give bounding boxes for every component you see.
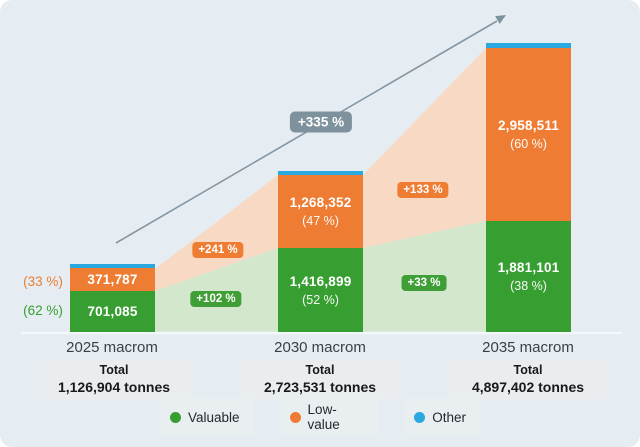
growth-badge-total: +335 % <box>289 111 353 133</box>
growth-arrow-head-icon <box>495 15 506 24</box>
bar-2030-low-value-segment: 1,268,352 (47 %) <box>278 175 363 248</box>
legend-item-low-value: Low-value <box>279 398 379 436</box>
legend-label-other: Other <box>432 409 466 425</box>
axis-label-low-value-percent: (33 %) <box>23 274 63 289</box>
category-label-2025: 2025 macrom <box>66 339 158 356</box>
bar-2025-low-value-segment: 371,787 <box>70 268 155 291</box>
bar-2030-valuable-label: 1,416,899 <box>289 273 352 289</box>
bar-2025-other-segment <box>70 264 155 268</box>
total-title: Total <box>305 363 335 377</box>
low-value-band-2025-2030 <box>155 175 278 291</box>
total-value: 4,897,402 tonnes <box>471 379 585 395</box>
total-title: Total <box>99 363 129 377</box>
bar-2030-valuable-percent: (52 %) <box>302 292 339 307</box>
legend-item-other: Other <box>404 398 480 436</box>
bar-2035-low-value-percent: (60 %) <box>510 137 547 151</box>
total-box-2030: Total 2,723,531 tonnes <box>240 358 400 400</box>
bar-2030-low-value-label: 1,268,352 <box>289 195 352 210</box>
other-dot-icon <box>414 411 426 423</box>
total-title: Total <box>513 363 543 377</box>
bar-2035-valuable-percent: (38 %) <box>510 279 547 293</box>
low-value-dot-icon <box>289 411 301 423</box>
bar-2030-valuable-segment: 1,416,899 (52 %) <box>278 248 363 332</box>
growth-badge-low-value-2030-2035: +133 % <box>397 182 449 198</box>
bar-2035-valuable-segment: 1,881,101 (38 %) <box>486 221 571 332</box>
category-label-2030: 2030 macrom <box>274 339 366 356</box>
valuable-band-2025-2030 <box>155 248 278 332</box>
growth-badge-valuable-2030-2035: +33 % <box>401 275 447 291</box>
legend-item-valuable: Valuable <box>160 398 254 436</box>
legend: Valuable Low-value Other <box>160 398 480 436</box>
axis-label-valuable-percent: (62 %) <box>23 303 63 318</box>
bar-2025-valuable-segment: 701,085 <box>70 291 155 332</box>
growth-badge-valuable-2025-2030: +102 % <box>190 291 242 307</box>
total-value: 2,723,531 tonnes <box>263 379 377 395</box>
valuable-dot-icon <box>170 411 181 423</box>
bar-2025-low-value-label: 371,787 <box>87 272 138 287</box>
total-value: 1,126,904 tonnes <box>57 379 171 395</box>
bar-2035-low-value-label: 2,958,511 <box>497 118 560 133</box>
bar-2030-low-value-percent: (47 %) <box>302 214 339 228</box>
bar-2025-valuable-label: 701,085 <box>87 304 138 319</box>
bar-2035-low-value-segment: 2,958,511 (60 %) <box>486 48 571 221</box>
bar-2030-other-segment <box>278 171 363 175</box>
bar-2035-valuable-label: 1,881,101 <box>497 260 560 275</box>
total-box-2035: Total 4,897,402 tonnes <box>448 358 608 400</box>
bar-2035-other-segment <box>486 43 571 48</box>
growth-badge-low-value-2025-2030: +241 % <box>192 242 244 258</box>
low-value-band-2030-2035 <box>363 48 486 248</box>
legend-label-low-value: Low-value <box>307 402 340 432</box>
total-box-2025: Total 1,126,904 tonnes <box>34 358 194 400</box>
legend-label-valuable: Valuable <box>188 409 240 425</box>
category-label-2035: 2035 macrom <box>482 339 574 356</box>
